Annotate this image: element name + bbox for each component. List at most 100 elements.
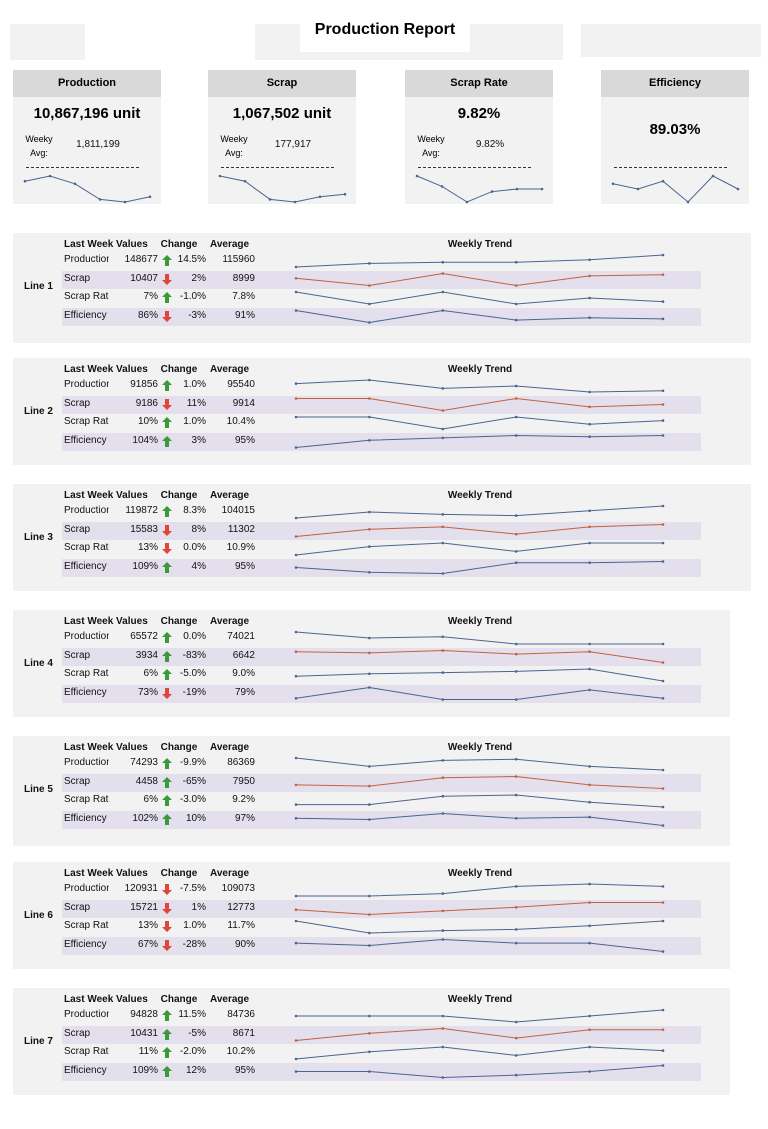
- arrow-up: [162, 650, 172, 662]
- sparkline-point: [441, 290, 445, 294]
- row: Efficiency 109% 4% 95%: [13, 561, 273, 575]
- last-week: 11%: [138, 1046, 158, 1057]
- sparkline-point: [368, 636, 371, 640]
- sparkline-point: [588, 422, 591, 426]
- arrow-up: [162, 255, 172, 266]
- arrow: [162, 902, 172, 914]
- sparkline-point: [441, 698, 445, 701]
- arrow-down: [162, 687, 172, 699]
- row: Scrap Rate 11% -2.0% 10.2%: [13, 1046, 273, 1060]
- row: Scrap Rate 6% -5.0% 9.0%: [13, 668, 273, 682]
- change: -2.0%: [179, 1046, 206, 1057]
- sparkline-point: [294, 397, 298, 400]
- arrow: [162, 795, 172, 806]
- sparkline-point: [661, 300, 665, 303]
- line-panel: Line 1 Last Week Values Change Average Weekl…: [13, 233, 751, 343]
- sparkline-point: [441, 892, 445, 895]
- kpi-value: 89.03%: [649, 121, 701, 138]
- arrow: [162, 255, 172, 266]
- sparkline-point: [441, 1014, 445, 1018]
- trend-area: [294, 378, 665, 449]
- col-header: Change: [160, 868, 198, 879]
- sparkline: [295, 649, 664, 663]
- sparkline-point: [514, 652, 518, 656]
- metric: Scrap: [64, 901, 91, 913]
- trend-area: [294, 1008, 665, 1079]
- sparkline-point: [294, 1039, 298, 1042]
- sparkline-point: [588, 650, 591, 653]
- kpi-card: Scrap Rate 9.82% Weeky Avg: 9.82%: [405, 70, 553, 204]
- arrow-down: [162, 273, 172, 285]
- row: Production 94828 11.5% 84736: [13, 1009, 273, 1023]
- trend-area: [294, 504, 665, 575]
- sparkline-point: [514, 514, 518, 517]
- sparkline: [416, 175, 542, 203]
- sparkline-point: [661, 523, 665, 526]
- sparkline-point: [661, 1008, 665, 1012]
- metric: Production: [64, 254, 109, 265]
- last-week: 148677: [124, 254, 158, 265]
- col-header: Average: [210, 490, 250, 501]
- sparkline-point: [294, 1014, 298, 1018]
- arrow: [162, 380, 172, 391]
- sparkline-point: [588, 667, 591, 671]
- arrow-down: [162, 902, 172, 914]
- last-week: 6%: [143, 794, 158, 805]
- last-week: 120931: [124, 883, 158, 894]
- sparkline-point: [514, 415, 518, 419]
- sparkline-point: [294, 1070, 298, 1073]
- sparkline: [295, 938, 664, 952]
- average: 95%: [234, 1064, 255, 1076]
- separator: [221, 167, 334, 168]
- sparkline: [295, 505, 664, 519]
- average: 9914: [232, 397, 255, 409]
- sparkline-point: [294, 697, 298, 700]
- last-week: 15583: [130, 523, 158, 535]
- metric: Scrap Rate: [64, 416, 109, 427]
- sparkline-point: [661, 273, 665, 276]
- kpi-title: Scrap Rate: [405, 70, 553, 97]
- metric: Efficiency: [64, 1064, 107, 1076]
- change: 1%: [191, 901, 206, 913]
- sparkline-point: [294, 553, 298, 557]
- last-week: 109%: [132, 560, 158, 572]
- row-band: [62, 936, 701, 955]
- sparkline-point: [514, 1054, 518, 1057]
- sparkline-point: [294, 415, 298, 419]
- row: Production 74293 -9.9% 86369: [13, 757, 273, 771]
- sparkline-point: [441, 929, 445, 932]
- arrow: [162, 1010, 172, 1021]
- average: 115960: [222, 254, 255, 265]
- kpi-card: Efficiency 89.03%: [601, 70, 749, 204]
- sparkline-point: [588, 924, 591, 928]
- average: 86369: [227, 757, 255, 768]
- metric: Scrap Rate: [64, 668, 109, 679]
- sparkline-point: [441, 272, 445, 275]
- arrow: [162, 310, 172, 322]
- sparkline-point: [661, 403, 665, 406]
- header-box: [581, 24, 761, 57]
- sparkline-point: [368, 784, 371, 788]
- average: 74021: [227, 631, 255, 642]
- sparkline-point: [514, 561, 518, 564]
- sparkline-point: [441, 938, 445, 941]
- sparkline-point: [661, 419, 665, 422]
- average: 95540: [227, 379, 255, 390]
- sparkline-point: [441, 635, 445, 639]
- sparkline-point: [368, 1032, 371, 1035]
- arrow-up: [162, 1047, 172, 1058]
- average: 8999: [232, 272, 255, 284]
- sparkline-point: [588, 390, 591, 394]
- sparkline-point: [343, 192, 347, 196]
- sparkline-point: [368, 378, 371, 382]
- sparkline-point: [368, 1070, 371, 1073]
- sparkline-point: [294, 803, 298, 806]
- change: 4%: [191, 560, 206, 572]
- col-header: Last Week Values: [64, 994, 148, 1005]
- sparkline-point: [368, 1050, 371, 1054]
- sparkline-point: [368, 944, 371, 947]
- sparkline-point: [368, 262, 371, 265]
- col-header: Weekly Trend: [447, 616, 513, 627]
- sparkline-point: [588, 882, 591, 886]
